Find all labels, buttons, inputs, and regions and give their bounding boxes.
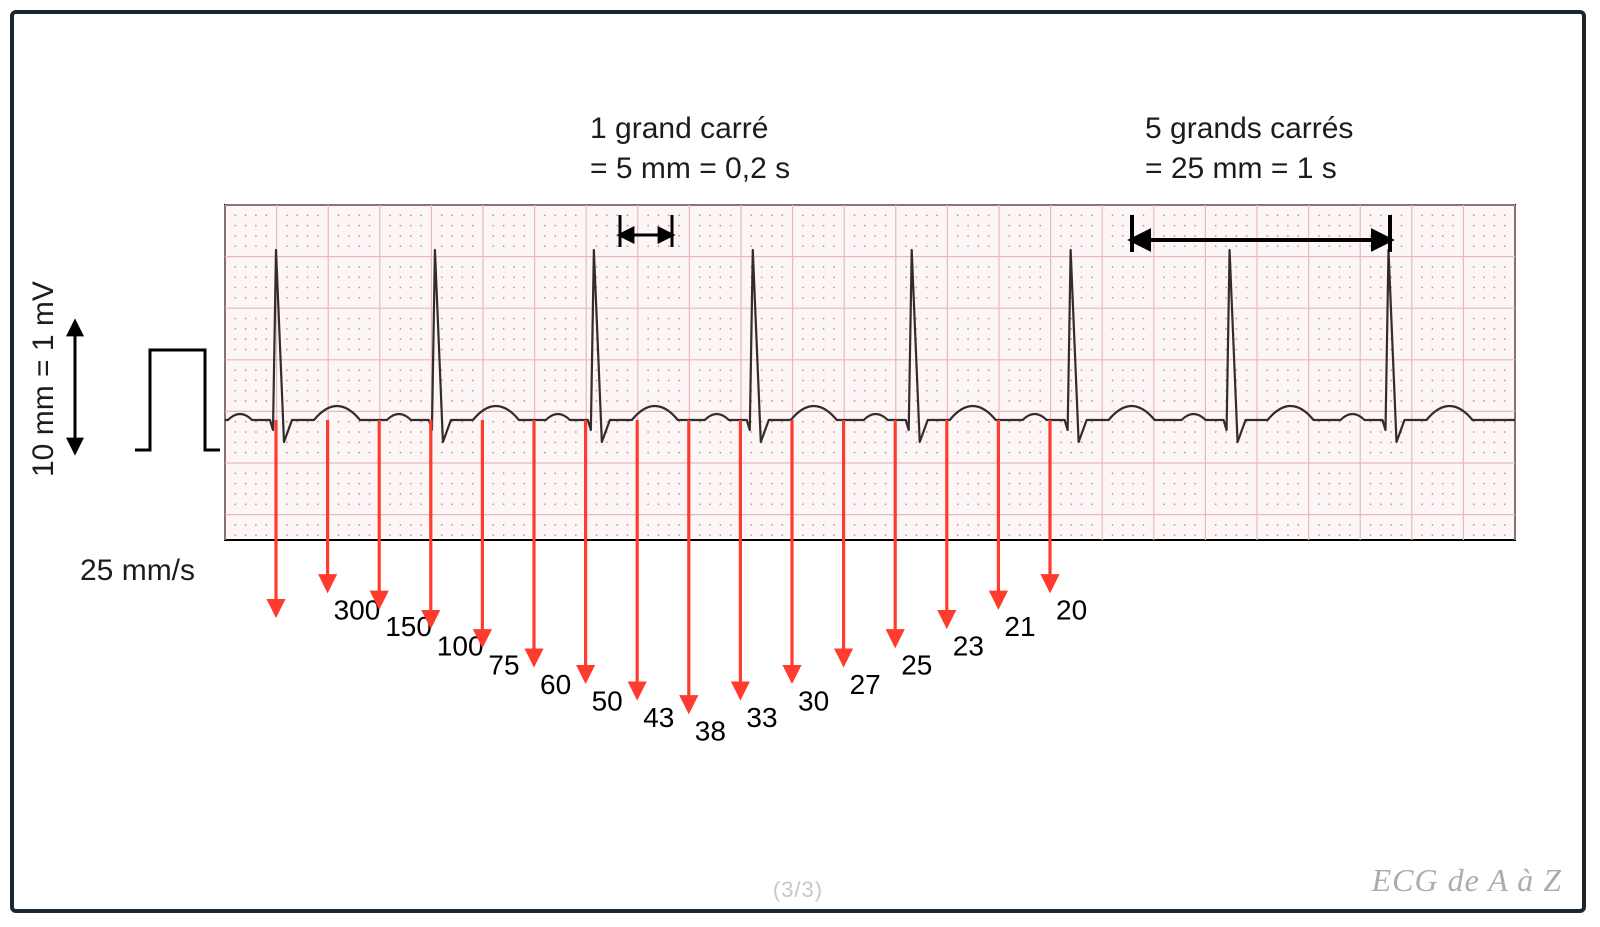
rate-label: 50 [592,685,623,716]
source-attribution: ECG de A à Z [1372,862,1562,899]
footer-page-indicator: (3/3) [773,877,823,903]
rate-label: 30 [798,685,829,716]
rate-label: 25 [901,650,932,681]
rate-label: 33 [746,702,777,733]
ecg-diagram-svg: 10 mm = 1 mV 25 mm/s 1 grand carré = 5 mm =… [20,20,1596,923]
rate-label: 75 [488,650,519,681]
rate-label: 150 [385,611,432,642]
rate-label: 20 [1056,595,1087,626]
ecg-paper [225,205,1515,540]
rate-label: 27 [850,669,881,700]
calibration-label-amplitude: 10 mm = 1 mV [27,281,60,477]
rate-label: 43 [643,702,674,733]
label-one-square-line1: 1 grand carré [590,112,768,145]
rate-label: 21 [1004,611,1035,642]
rate-label: 60 [540,669,571,700]
label-five-squares-line1: 5 grands carrés [1145,112,1353,145]
rate-label: 38 [695,716,726,747]
label-five-squares-line2: = 25 mm = 1 s [1145,152,1337,185]
label-one-square-line2: = 5 mm = 0,2 s [590,152,790,185]
calibration-label-speed: 25 mm/s [80,554,195,587]
rate-label: 100 [437,630,484,661]
calibration-pulse [135,350,220,450]
rate-label: 23 [953,630,984,661]
diagram-frame: 10 mm = 1 mV 25 mm/s 1 grand carré = 5 mm =… [10,10,1586,913]
rate-label: 300 [334,595,381,626]
